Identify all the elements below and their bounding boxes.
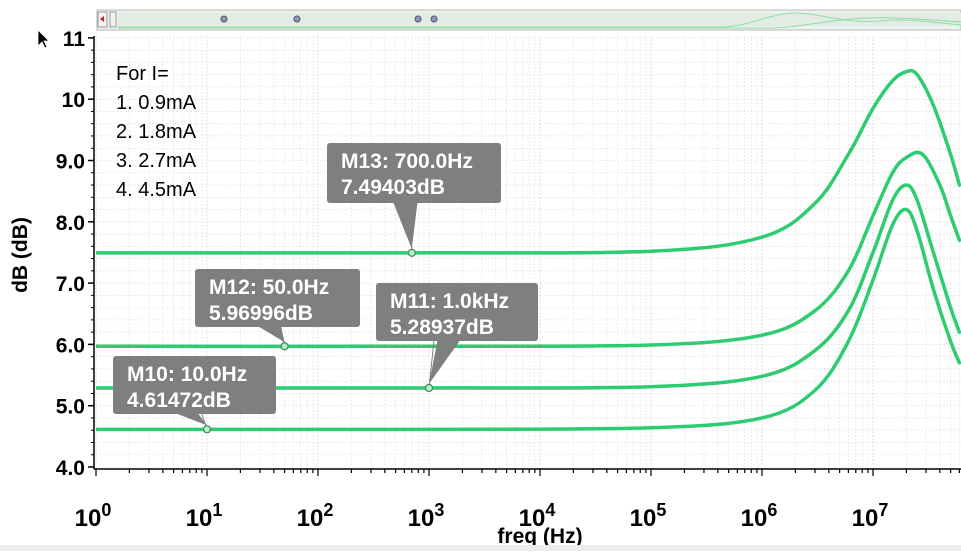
x-tick-label: 103 [408, 500, 445, 532]
overview-window[interactable] [118, 13, 961, 26]
y-tick-label: 11 [63, 28, 86, 51]
marker-label-frequency: M10: 10.0Hz [127, 363, 247, 386]
marker-label-value: 5.28937dB [390, 316, 494, 339]
x-tick-label: 102 [297, 500, 334, 532]
y-tick-label: 4.0 [56, 457, 85, 480]
annotation-line: 1. 0.9mA [116, 92, 197, 114]
marker-point[interactable] [202, 425, 212, 434]
annotation-line: 2. 1.8mA [116, 121, 197, 143]
marker-label-frequency: M12: 50.0Hz [209, 276, 329, 299]
y-axis-label: dB (dB) [9, 217, 32, 293]
marker-label-value: 4.61472dB [127, 389, 231, 412]
x-axis-label: freq (Hz) [497, 525, 582, 548]
axes: 4.0 5.0 6.0 7.0 8.0 9.0 10 11 100 101 102 103 104 105… [37, 28, 961, 532]
marker-label-value: 7.49403dB [341, 176, 445, 199]
labels: dB (dB) freq (Hz) For I= 1. 0.9mA 2. 1.8mA… [9, 63, 583, 548]
series-line-2 [96, 183, 961, 390]
marker-m10[interactable]: M10: 10.0Hz 4.61472dB [113, 356, 276, 434]
marker-m12[interactable]: M12: 50.0Hz 5.96996dB [195, 269, 360, 351]
y-tick-label: 10 [62, 89, 85, 112]
traces [96, 68, 961, 432]
x-tick-label: 107 [852, 500, 889, 532]
marker-pointer-tail [393, 202, 418, 249]
annotation-line: For I= [116, 63, 169, 85]
series-line-4 [96, 68, 961, 255]
marker-m11[interactable]: M11: 1.0kHz 5.28937dB [376, 283, 538, 393]
mouse-cursor-icon [37, 29, 50, 49]
y-tick-label: 9.0 [56, 151, 85, 174]
x-tick-label: 106 [741, 500, 778, 532]
marker-label-frequency: M13: 700.0Hz [341, 150, 473, 173]
marker-pointer-tail [257, 326, 285, 343]
y-tick-label: 5.0 [56, 396, 85, 419]
overview-marker-dot [293, 15, 301, 23]
overview-scrollbar[interactable] [96, 9, 961, 31]
series-line-3 [96, 150, 961, 349]
marker-label-value: 5.96996dB [209, 302, 313, 325]
x-tick-label: 104 [519, 500, 556, 532]
scroll-left-icon [100, 16, 104, 22]
current-legend-annotation: For I= 1. 0.9mA 2. 1.8mA 3. 2.7mA 4. 4.5mA [116, 63, 197, 201]
x-tick-label: 105 [630, 500, 667, 532]
marker-pointer-tail [174, 413, 207, 426]
markers[interactable]: M10: 10.0Hz 4.61472dB M11: 1.0kHz 5.28937dB… [113, 143, 538, 434]
marker-label-box[interactable] [327, 143, 501, 203]
marker-point[interactable] [424, 383, 434, 393]
overview-marker-dot [220, 15, 228, 23]
annotation-line: 3. 2.7mA [116, 150, 197, 172]
x-tick-label: 100 [75, 500, 112, 532]
y-tick-label: 6.0 [56, 334, 85, 357]
overview-marker-dot [430, 15, 438, 23]
marker-label-frequency: M11: 1.0kHz [390, 290, 509, 313]
marker-pointer-tail [429, 340, 461, 384]
y-tick-label: 8.0 [56, 212, 85, 235]
series-line-1 [96, 207, 961, 432]
overview-trace [118, 17, 961, 29]
status-strip [0, 545, 961, 551]
marker-label-box[interactable] [113, 356, 276, 414]
marker-label-box[interactable] [195, 269, 360, 327]
marker-label-box[interactable] [376, 283, 538, 341]
x-tick-label: 101 [186, 500, 223, 532]
y-tick-label: 7.0 [56, 273, 85, 296]
overview-trace [118, 12, 961, 28]
marker-m13[interactable]: M13: 700.0Hz 7.49403dB [327, 143, 501, 257]
marker-point[interactable] [407, 248, 416, 257]
overview-handle[interactable] [109, 11, 117, 28]
annotation-line: 4. 4.5mA [116, 179, 197, 201]
marker-point[interactable] [280, 342, 289, 351]
overview-marker-dot [414, 15, 422, 23]
